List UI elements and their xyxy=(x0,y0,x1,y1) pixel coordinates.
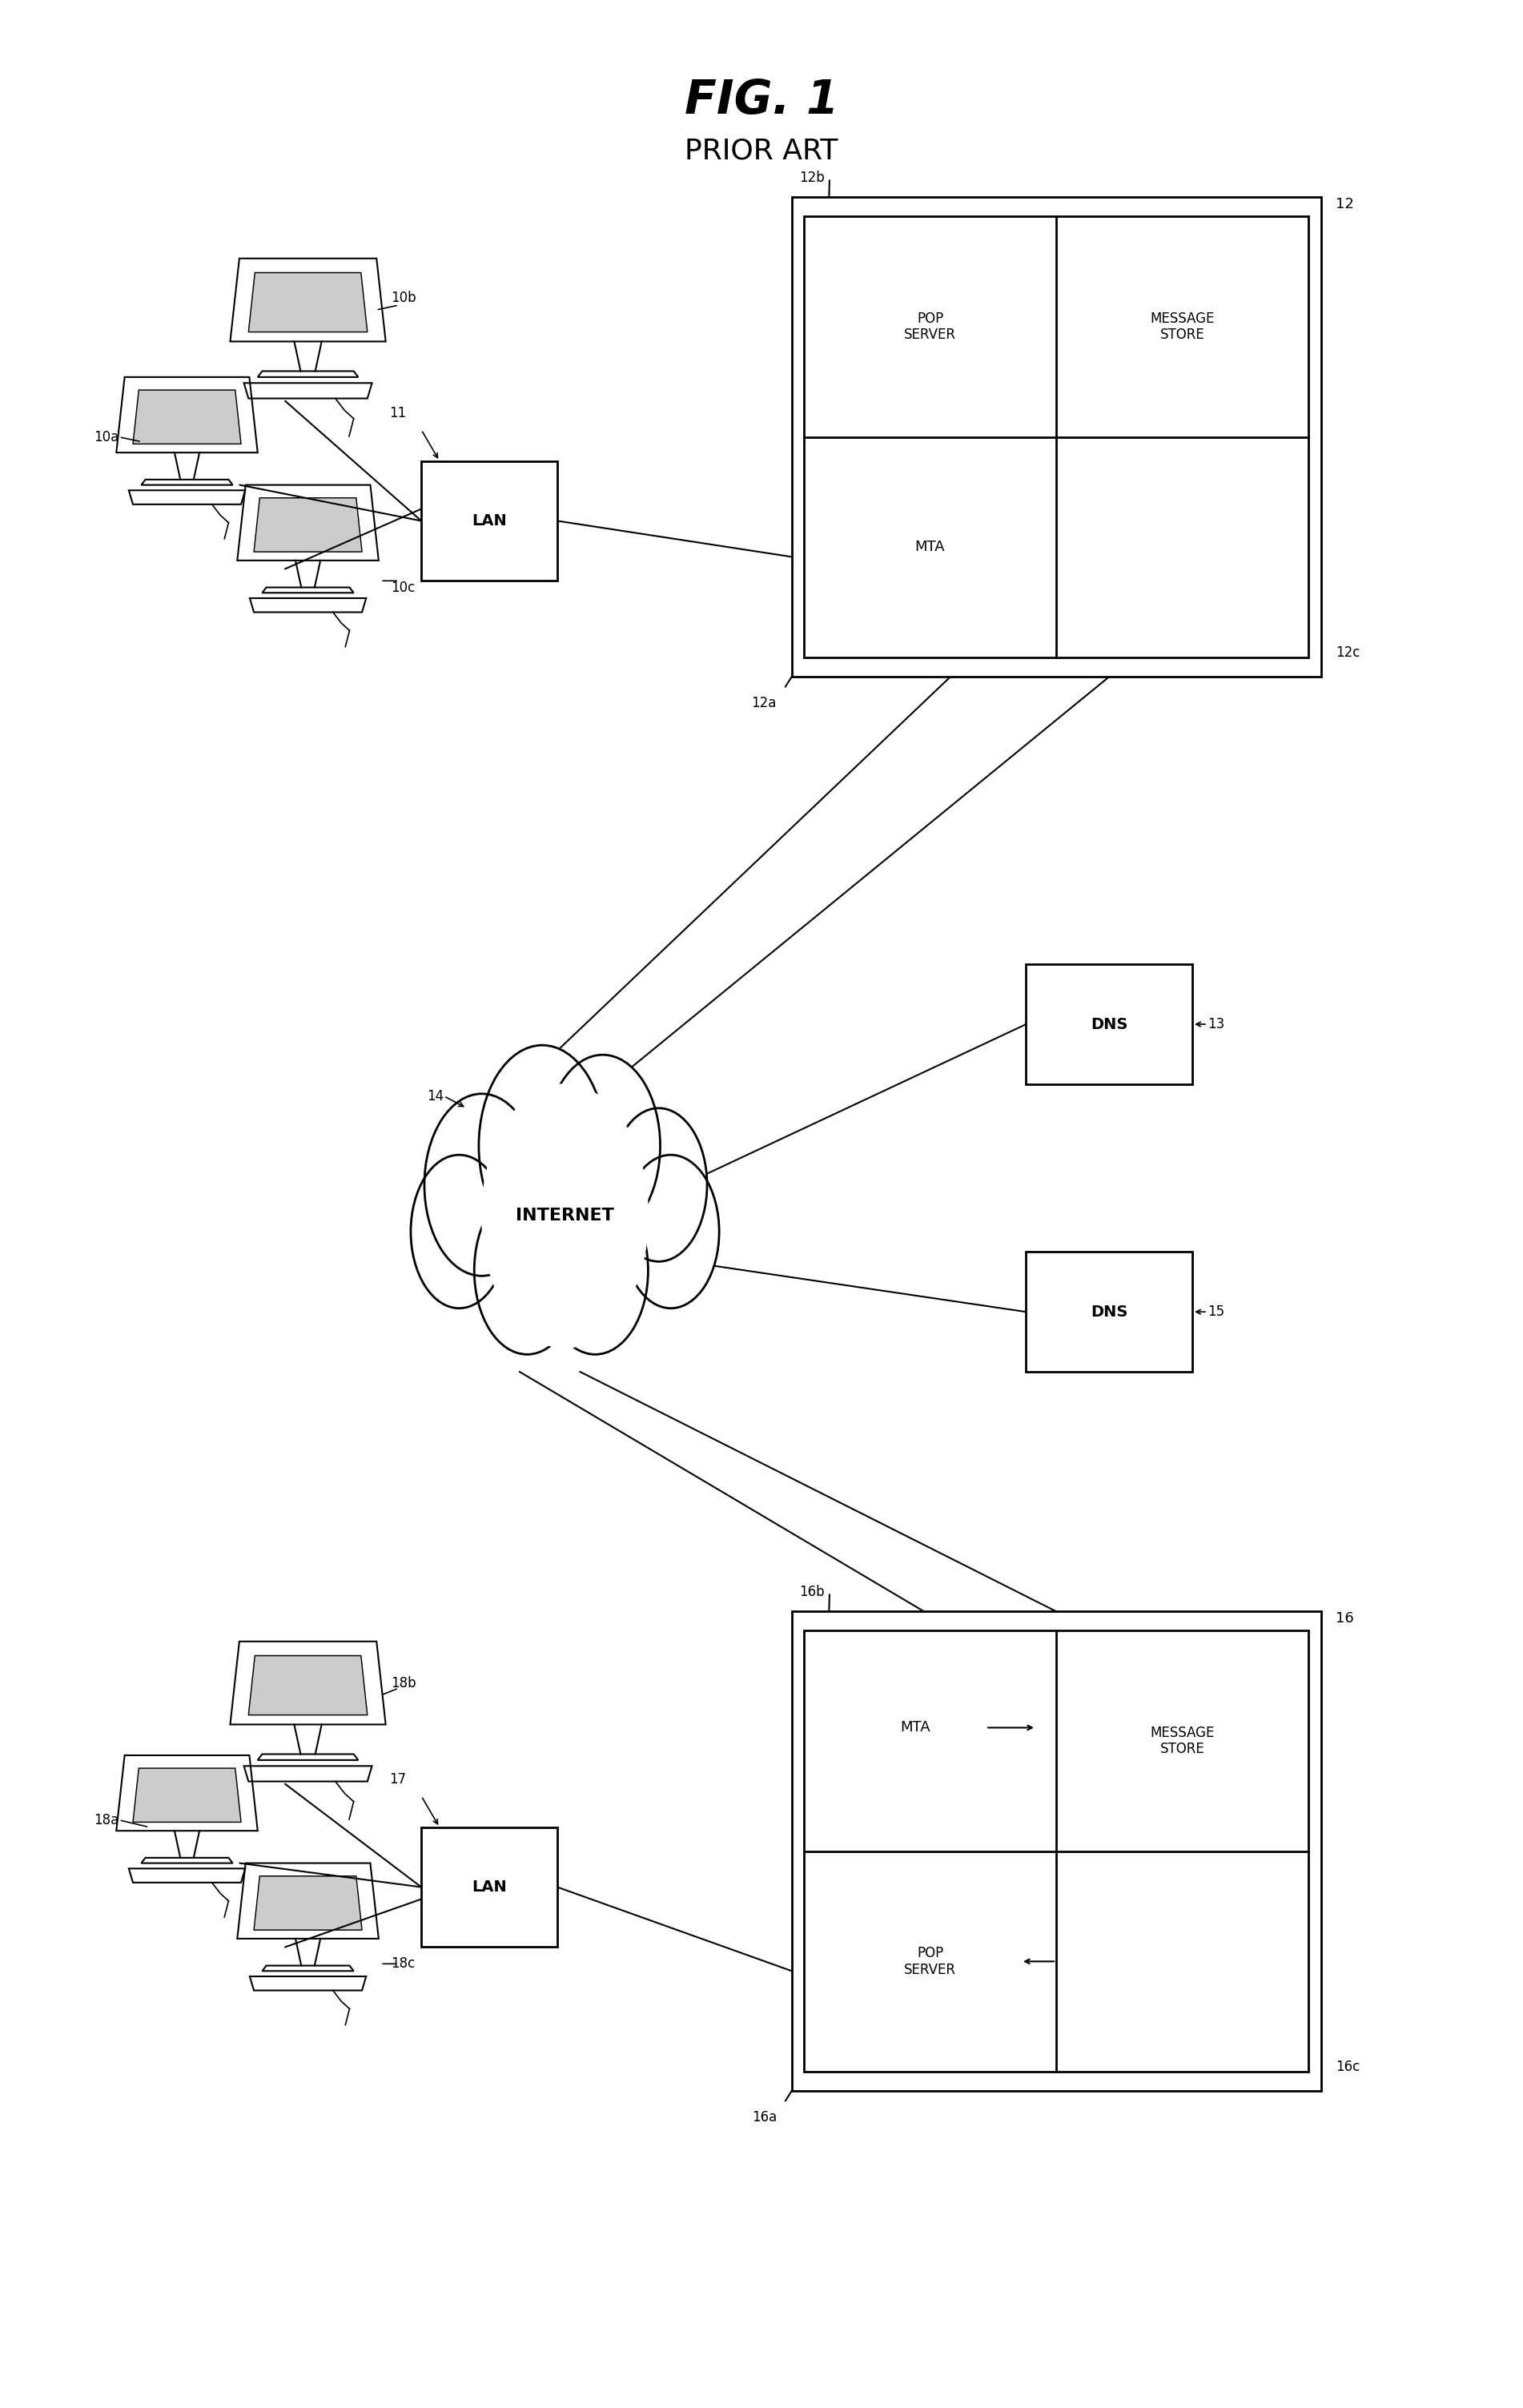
Text: 12c: 12c xyxy=(1336,645,1360,660)
Text: PRIOR ART: PRIOR ART xyxy=(685,137,838,164)
FancyBboxPatch shape xyxy=(804,1630,1308,2071)
Text: MESSAGE
STORE: MESSAGE STORE xyxy=(1150,1727,1215,1755)
Text: 11: 11 xyxy=(390,407,407,421)
Circle shape xyxy=(411,1156,507,1308)
FancyBboxPatch shape xyxy=(1027,963,1193,1084)
Text: POP
SERVER: POP SERVER xyxy=(905,311,956,342)
Polygon shape xyxy=(254,498,362,551)
Text: 10c: 10c xyxy=(391,580,416,595)
Text: 13: 13 xyxy=(1208,1016,1224,1031)
FancyBboxPatch shape xyxy=(422,460,557,580)
Text: 10a: 10a xyxy=(94,429,119,443)
Circle shape xyxy=(478,1045,606,1247)
Circle shape xyxy=(474,1187,580,1353)
Text: 18a: 18a xyxy=(94,1813,119,1828)
Text: 10b: 10b xyxy=(391,291,416,306)
Text: 18c: 18c xyxy=(391,1958,416,1972)
Polygon shape xyxy=(254,1876,362,1931)
Text: 16c: 16c xyxy=(1336,2059,1360,2073)
Text: 16b: 16b xyxy=(800,1584,824,1599)
Text: 16: 16 xyxy=(1336,1611,1354,1625)
FancyBboxPatch shape xyxy=(422,1828,557,1948)
Text: INTERNET: INTERNET xyxy=(516,1209,614,1223)
Text: FIG. 1: FIG. 1 xyxy=(684,77,839,123)
Text: MTA: MTA xyxy=(900,1719,931,1734)
Text: LAN: LAN xyxy=(472,1881,507,1895)
Text: POP
SERVER: POP SERVER xyxy=(905,1946,956,1977)
Polygon shape xyxy=(133,1767,241,1823)
Circle shape xyxy=(611,1108,707,1262)
Circle shape xyxy=(545,1055,659,1238)
Text: 14: 14 xyxy=(426,1088,445,1103)
FancyBboxPatch shape xyxy=(792,197,1320,677)
Circle shape xyxy=(425,1093,539,1276)
Text: LAN: LAN xyxy=(472,513,507,527)
Circle shape xyxy=(542,1187,649,1353)
Text: 18b: 18b xyxy=(391,1676,416,1690)
Polygon shape xyxy=(248,1657,367,1714)
Polygon shape xyxy=(133,390,241,443)
Circle shape xyxy=(623,1156,719,1308)
Text: 12b: 12b xyxy=(800,171,825,185)
Polygon shape xyxy=(248,272,367,332)
FancyBboxPatch shape xyxy=(792,1611,1320,2090)
Circle shape xyxy=(481,1084,649,1348)
Text: 12: 12 xyxy=(1336,197,1354,212)
Text: 12a: 12a xyxy=(751,696,777,710)
FancyBboxPatch shape xyxy=(1027,1252,1193,1373)
Text: 16a: 16a xyxy=(751,2109,777,2124)
Text: MESSAGE
STORE: MESSAGE STORE xyxy=(1150,311,1215,342)
Text: 17: 17 xyxy=(390,1772,407,1787)
Text: MTA: MTA xyxy=(915,539,946,554)
Text: DNS: DNS xyxy=(1090,1305,1129,1320)
Text: 15: 15 xyxy=(1208,1305,1224,1320)
FancyBboxPatch shape xyxy=(804,217,1308,657)
Text: DNS: DNS xyxy=(1090,1016,1129,1033)
